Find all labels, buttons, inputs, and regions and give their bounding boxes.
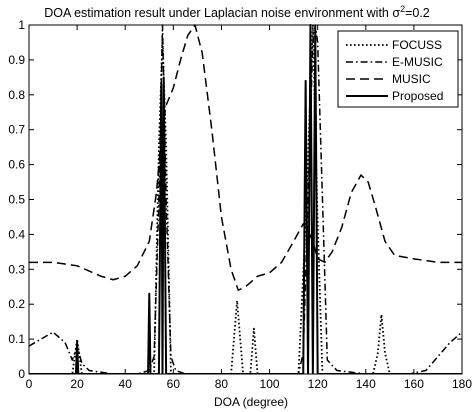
legend-label-focuss: FOCUSS [392,38,442,52]
chart-title-superscript: 2 [400,4,405,14]
y-tick-label: 1 [18,18,25,32]
legend-label-e-music: E-MUSIC [392,55,443,69]
x-tick-label: 0 [26,377,33,391]
x-axis-label: DOA (degree) [214,395,288,409]
y-tick-label: 0.9 [8,53,25,67]
y-tick-label: 0.8 [8,88,25,102]
x-tick-label: 40 [119,377,133,391]
chart-title: DOA estimation result under Laplacian no… [44,4,430,20]
y-tick-label: 0.4 [8,227,25,241]
legend-label-music: MUSIC [392,72,431,86]
x-tick-label: 160 [404,377,424,391]
legend: FOCUSS E-MUSIC MUSIC Proposed [337,30,459,108]
y-tick-label: 0.2 [8,297,25,311]
x-tick-label: 120 [308,377,328,391]
x-tick-label: 180 [452,377,472,391]
y-tick-label: 0.5 [8,193,25,207]
y-tick-label: 0.3 [8,262,25,276]
plot-series-group [29,24,462,374]
axes-group: 0 20 40 60 80 100 120 140 160 180 0 0.1 0.2 0.3 0.4 0.5… [8,18,472,391]
x-tick-label: 140 [356,377,376,391]
series-line-focuss [29,24,462,374]
chart-title-main: DOA estimation result under Laplacian no… [44,6,400,20]
y-tick-label: 0.1 [8,332,25,346]
y-tick-label: 0.6 [8,158,25,172]
series-line-proposed [29,24,462,374]
y-tick-label: 0.7 [8,123,25,137]
legend-box [337,30,459,108]
x-tick-label: 20 [70,377,84,391]
x-tick-label: 80 [215,377,229,391]
x-tick-label: 60 [167,377,181,391]
legend-label-proposed: Proposed [392,89,443,103]
chart-title-tail: =0.2 [405,6,430,20]
y-tick-label: 0 [18,367,25,381]
series-line-music [29,24,462,291]
x-tick-label: 100 [260,377,280,391]
